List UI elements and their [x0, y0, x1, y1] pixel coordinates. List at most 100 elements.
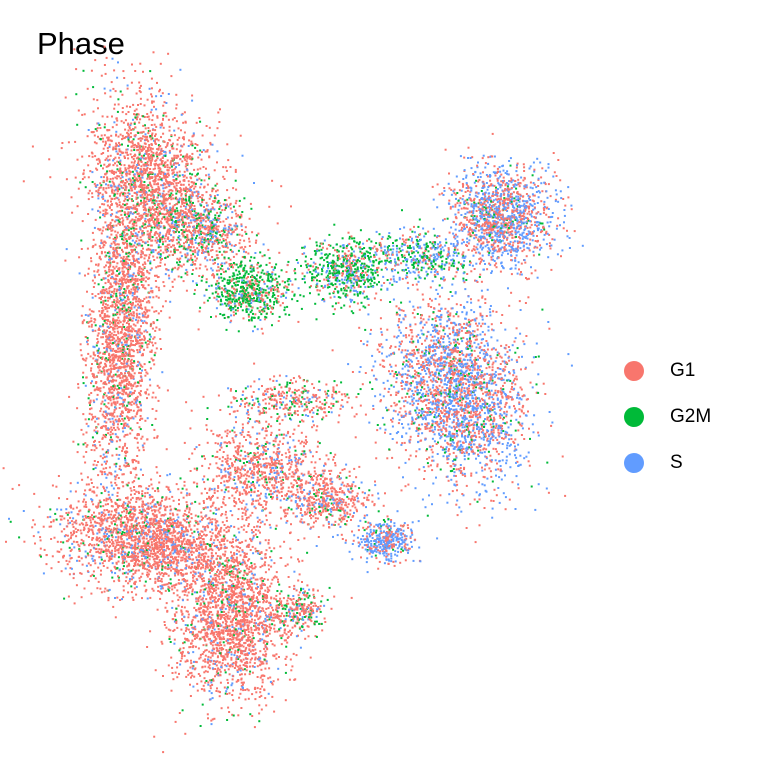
- cell-point: [115, 465, 117, 468]
- cell-point: [127, 302, 130, 305]
- cell-point: [154, 225, 157, 227]
- cell-point: [113, 411, 116, 414]
- cell-point: [215, 307, 218, 310]
- cell-point: [140, 284, 143, 286]
- cell-point: [142, 167, 145, 170]
- cell-point: [273, 294, 276, 296]
- cell-point: [122, 346, 125, 348]
- cell-point: [205, 174, 208, 177]
- cell-point: [132, 317, 135, 320]
- cell-point: [113, 463, 116, 466]
- cell-point: [166, 221, 169, 224]
- cell-point: [141, 345, 144, 348]
- cell-point: [98, 187, 101, 189]
- cell-point: [119, 260, 122, 263]
- cell-point: [142, 188, 145, 191]
- cell-point: [147, 115, 150, 118]
- cell-point: [231, 300, 234, 303]
- cell-point: [137, 104, 139, 106]
- cell-point: [164, 263, 166, 266]
- cell-point: [153, 226, 156, 229]
- cell-point: [125, 258, 127, 261]
- cell-point: [88, 412, 91, 415]
- cell-point: [146, 203, 149, 206]
- cell-point: [125, 238, 127, 241]
- cell-point: [164, 186, 167, 189]
- cell-point: [266, 296, 269, 299]
- cell-point: [121, 326, 124, 329]
- cell-point: [186, 252, 189, 255]
- cell-point: [135, 178, 138, 181]
- cell-point: [172, 206, 174, 209]
- cell-point: [183, 245, 186, 248]
- cell-point: [139, 148, 142, 151]
- cell-point: [132, 377, 135, 380]
- cell-point: [147, 175, 150, 178]
- cell-point: [140, 332, 143, 335]
- cell-point: [174, 222, 177, 225]
- cell-point: [158, 289, 161, 292]
- cell-point: [154, 175, 157, 178]
- cell-point: [81, 320, 84, 323]
- cell-point: [184, 158, 187, 161]
- cell-point: [111, 304, 114, 307]
- cell-point: [235, 199, 238, 202]
- cell-point: [102, 152, 105, 154]
- cell-point: [254, 280, 257, 283]
- cell-point: [157, 399, 160, 402]
- cell-point: [248, 237, 250, 240]
- cell-point: [159, 238, 162, 241]
- cell-point: [143, 339, 146, 341]
- cell-point: [211, 187, 214, 190]
- cell-point: [122, 401, 125, 404]
- cell-point: [130, 161, 133, 164]
- cell-point: [108, 205, 111, 208]
- cell-point: [102, 187, 105, 189]
- cell-point: [170, 270, 173, 273]
- cell-point: [186, 157, 189, 160]
- cell-point: [251, 231, 254, 234]
- cell-point: [193, 191, 196, 194]
- cell-point: [121, 336, 124, 338]
- cell-point: [202, 219, 205, 222]
- cell-point: [128, 289, 131, 292]
- cell-point: [134, 335, 137, 338]
- cell-point: [198, 267, 201, 270]
- cell-point: [116, 160, 119, 163]
- cell-point: [122, 271, 125, 274]
- cell-point: [105, 290, 108, 293]
- cell-point: [124, 398, 126, 401]
- cell-point: [108, 274, 111, 277]
- cell-point: [156, 116, 159, 119]
- cell-point: [188, 259, 191, 262]
- cell-point: [167, 246, 170, 249]
- cell-point: [111, 188, 114, 191]
- cell-point: [139, 278, 141, 281]
- cell-point: [222, 238, 225, 240]
- cell-point: [183, 246, 186, 249]
- cell-point: [131, 218, 134, 221]
- cell-point: [136, 196, 139, 199]
- cell-point: [131, 177, 134, 180]
- cell-point: [115, 265, 118, 268]
- cell-point: [245, 251, 248, 254]
- cell-point: [158, 167, 161, 169]
- cell-point: [150, 108, 153, 111]
- cell-point: [148, 129, 151, 132]
- cell-point: [143, 254, 146, 257]
- cell-point: [172, 215, 175, 218]
- cell-point: [231, 211, 234, 214]
- cell-point: [101, 457, 104, 460]
- cell-point: [117, 436, 120, 439]
- cell-point: [133, 122, 136, 125]
- cell-point: [148, 256, 151, 259]
- cell-point: [111, 180, 114, 183]
- cell-point: [198, 244, 200, 247]
- cell-point: [97, 544, 100, 547]
- cell-point: [154, 199, 156, 202]
- cell-point: [157, 246, 160, 249]
- cell-point: [140, 217, 142, 220]
- cell-point: [199, 120, 202, 123]
- cell-point: [138, 173, 141, 176]
- cell-point: [159, 212, 162, 215]
